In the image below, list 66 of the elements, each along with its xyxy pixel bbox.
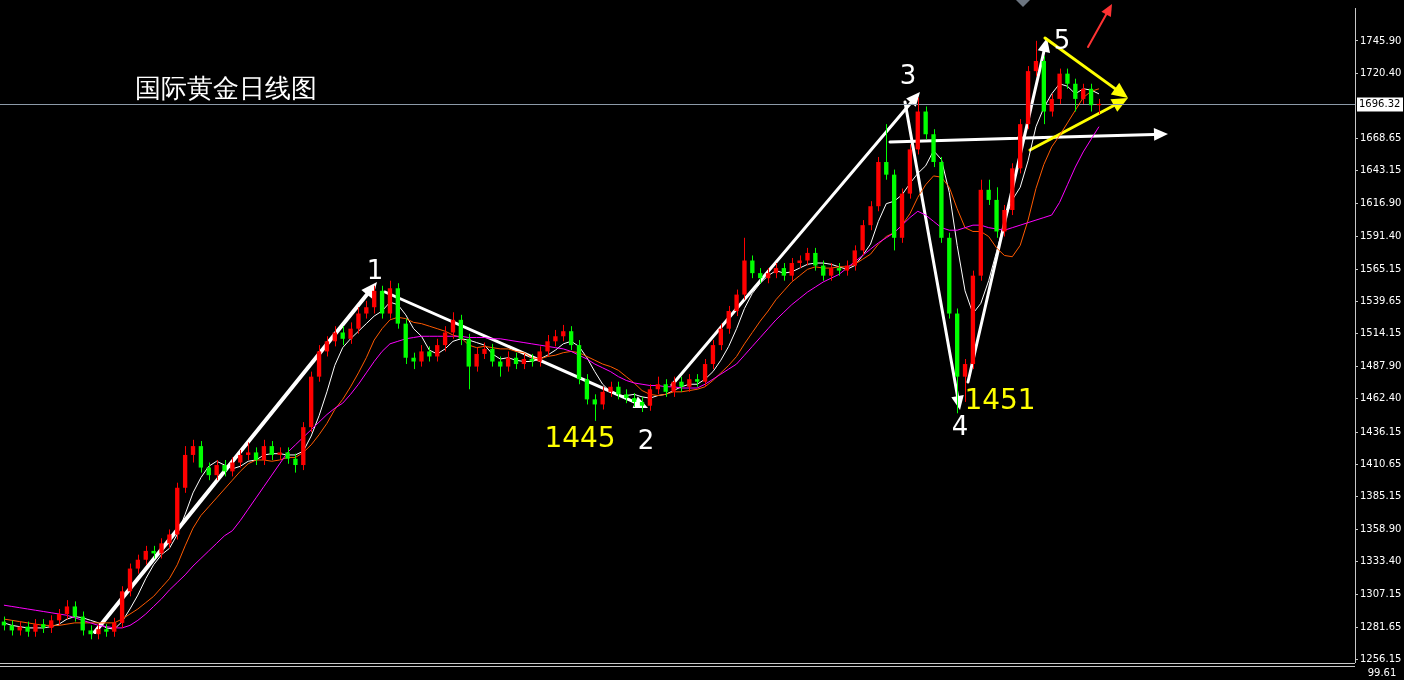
candlestick [742, 237, 747, 301]
candlestick [277, 446, 282, 461]
candlestick [860, 219, 865, 256]
candlestick [348, 321, 353, 345]
y-tick-label: 1333.40 [1360, 555, 1402, 567]
annotation: 1445 [544, 421, 616, 455]
candlestick [25, 621, 30, 638]
y-tick-label: 1514.15 [1360, 327, 1402, 339]
y-tick-label: 1745.90 [1360, 34, 1402, 46]
candlestick [1065, 68, 1070, 90]
y-tick-label: 1668.65 [1360, 132, 1402, 144]
candlestick [931, 128, 936, 168]
candlestick [1057, 68, 1062, 105]
candlestick [411, 352, 416, 370]
annotation: 2 [637, 424, 655, 455]
y-tick-label: 1643.15 [1360, 164, 1402, 176]
candlestick [419, 344, 424, 368]
candlestick [923, 105, 928, 140]
y-tick-label: 1591.40 [1360, 229, 1402, 241]
candlestick [490, 343, 495, 368]
candlestick [1073, 78, 1078, 113]
y-tick-label: 1436.15 [1360, 425, 1402, 437]
candlestick [104, 623, 109, 638]
y-tick-label: 1565.15 [1360, 262, 1402, 274]
y-tick-label: 1720.40 [1360, 66, 1402, 78]
y-tick-label: 1256.15 [1360, 652, 1402, 664]
candlestick [214, 459, 219, 481]
candlestick [427, 345, 432, 363]
candlestick [167, 528, 172, 549]
y-tick-label: 1281.65 [1360, 620, 1402, 632]
candlestick [1002, 204, 1007, 238]
candlestick [608, 381, 613, 398]
candlestick [734, 289, 739, 317]
candlestick [356, 306, 361, 335]
candlestick [671, 376, 676, 398]
candlestick [482, 342, 487, 360]
candlestick [868, 200, 873, 231]
candlestick [537, 345, 542, 368]
y-tick-label: 1616.90 [1360, 197, 1402, 209]
candlestick [474, 347, 479, 373]
candlestick [159, 537, 164, 559]
annotation: 1 [366, 254, 384, 285]
y-tick-label: 1539.65 [1360, 294, 1402, 306]
y-tick-label: 1307.15 [1360, 588, 1402, 600]
candlestick [876, 156, 881, 212]
candlestick [96, 623, 101, 640]
y-tick-label: 1385.15 [1360, 490, 1402, 502]
annotation: 3 [899, 59, 917, 90]
ref-line-label: 1696.32 [1359, 98, 1401, 110]
y-tick-label: 1410.65 [1360, 457, 1402, 469]
candlestick [679, 376, 684, 393]
candlestick [545, 334, 550, 357]
candlestick [994, 186, 999, 239]
candlestick [285, 446, 290, 465]
candlestick [813, 247, 818, 272]
candlestick [805, 247, 810, 267]
candlestick [553, 329, 558, 347]
annotation: 5 [1053, 24, 1071, 55]
candlestick [88, 624, 93, 640]
y-tick-label: 1358.90 [1360, 523, 1402, 535]
y-tick-label: 1462.40 [1360, 392, 1402, 404]
text: 99.61 [1367, 666, 1397, 678]
candlestick [33, 618, 38, 638]
candlestick [939, 156, 944, 244]
text: 国际黄金日线图 [135, 72, 317, 103]
y-tick-label: 1487.90 [1360, 360, 1402, 372]
